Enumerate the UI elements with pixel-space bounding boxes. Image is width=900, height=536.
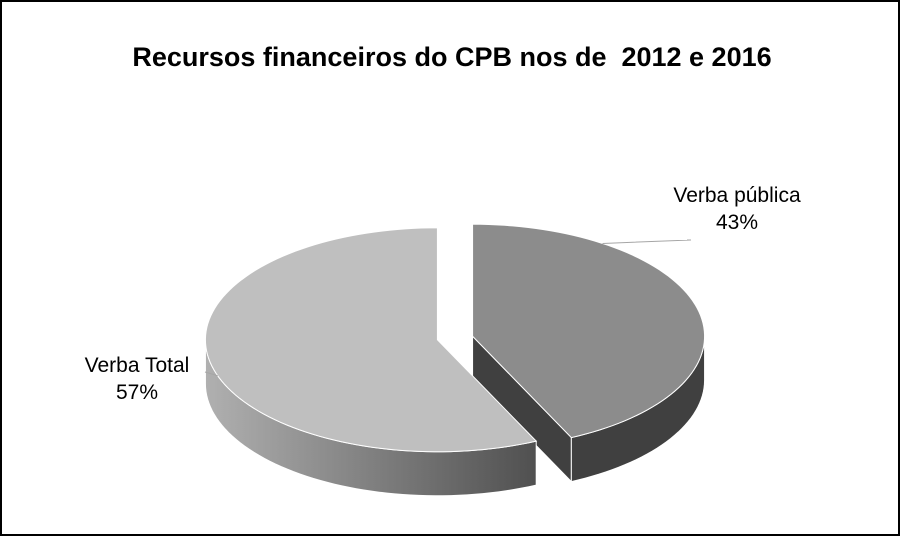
data-label-category: Verba Total — [85, 354, 190, 377]
data-label-value: 57% — [116, 381, 158, 404]
slice — [472, 223, 706, 439]
leader-line — [204, 371, 218, 377]
slice — [204, 227, 538, 453]
chart-title: Recursos financeiros do CPB nos de 2012 … — [132, 42, 772, 72]
data-label-value: 43% — [716, 211, 758, 234]
data-label-category: Verba pública — [673, 184, 801, 207]
leader-line — [602, 239, 692, 244]
